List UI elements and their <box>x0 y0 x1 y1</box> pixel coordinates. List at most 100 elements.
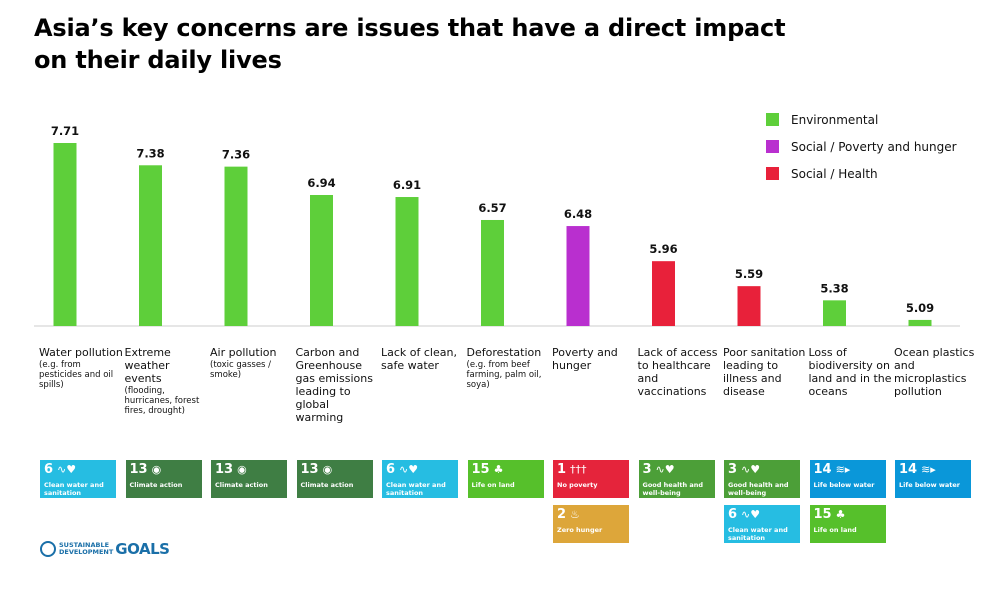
un-globe-icon <box>40 541 56 557</box>
water-drop-icon: ∿♥ <box>741 508 761 521</box>
data-label: 7.36 <box>222 148 250 162</box>
bar <box>395 197 419 326</box>
legend-swatch-environmental <box>766 113 779 126</box>
bowl-icon: ♨ <box>570 508 580 521</box>
family-icon: ††† <box>570 463 587 476</box>
sdg-goal-label: Clean water and sanitation <box>728 526 788 542</box>
sdg-goal-label: Good health and well-being <box>728 481 789 497</box>
data-label: 5.59 <box>735 267 763 281</box>
category-label-main: Deforestation <box>466 346 542 359</box>
sdg-goal-badge: 6 ∿♥ Clean water and sanitation <box>40 460 116 498</box>
heartbeat-icon: ∿♥ <box>655 463 675 476</box>
data-label: 5.09 <box>906 301 934 315</box>
sdg-logo-line2: DEVELOPMENT <box>59 548 114 556</box>
legend-item-health: Social / Health <box>766 160 957 187</box>
category-label: Extreme weather events (flooding, hurrica… <box>125 346 209 416</box>
sdg-goal-number: 15 <box>813 507 832 522</box>
bar <box>53 143 77 326</box>
bar <box>310 194 333 326</box>
sdg-goal-number: 13 <box>129 462 148 477</box>
data-label: 6.94 <box>307 176 335 190</box>
sdg-goal-badge: 1 ††† No poverty <box>553 460 629 498</box>
category-label: Loss of biodiversity on land and in the … <box>809 346 893 398</box>
tree-bird-icon: ♣ <box>493 463 504 476</box>
bar <box>224 166 248 326</box>
eye-globe-icon: ◉ <box>237 463 247 476</box>
sdg-goal-number: 2 <box>557 507 567 522</box>
chart-title: Asia’s key concerns are issues that have… <box>34 14 786 74</box>
category-label-main: Poverty and hunger <box>552 346 618 372</box>
sdg-goal-badge: 14 ≋▸ Life below water <box>895 460 971 498</box>
sdg-logo-small-text: SUSTAINABLE DEVELOPMENT <box>59 542 113 556</box>
tree-bird-icon: ♣ <box>835 508 846 521</box>
sdg-goal-label: Zero hunger <box>557 526 603 534</box>
sdg-goal-label: Life below water <box>813 481 875 489</box>
category-label: Ocean plastics and microplastics polluti… <box>894 346 978 398</box>
category-label-sub: (flooding, hurricanes, forest fires, dro… <box>124 386 200 416</box>
eye-globe-icon: ◉ <box>322 463 333 476</box>
sdg-goal-number: 13 <box>215 462 234 477</box>
category-label: Lack of access to healthcare and vaccina… <box>638 346 722 398</box>
legend-item-poverty-hunger: Social / Poverty and hunger <box>766 133 957 160</box>
legend-label-health: Social / Health <box>791 166 878 181</box>
sdg-goal-badge: 14 ≋▸ Life below water <box>809 460 886 498</box>
sdg-goal-badge: 15 ♣ Life on land <box>467 460 544 498</box>
eye-globe-icon: ◉ <box>151 463 162 476</box>
bar <box>823 300 846 326</box>
category-label-main: Carbon and Greenhouse gas emissions lead… <box>295 346 373 424</box>
bar <box>652 261 675 326</box>
bar <box>139 165 162 326</box>
category-label: Deforestation (e.g. from beef farming, pa… <box>467 346 551 390</box>
category-label-main: Extreme weather events <box>124 346 171 385</box>
sdg-goal-label: Climate action <box>300 481 354 489</box>
fish-icon: ≋▸ <box>921 463 936 476</box>
sdg-goal-badge: 13 ◉ Climate action <box>211 460 287 498</box>
bar <box>481 219 504 326</box>
sdg-goal-badge: 13 ◉ Climate action <box>125 460 202 498</box>
category-label-main: Lack of access to healthcare and vaccina… <box>637 346 718 398</box>
sdg-logo-line1: SUSTAINABLE <box>59 541 110 549</box>
data-label: 6.48 <box>564 207 592 221</box>
sdg-goal-label: No poverty <box>557 481 598 489</box>
sdg-goal-label: Climate action <box>215 481 268 489</box>
sdg-goal-number: 14 <box>899 462 918 477</box>
sdg-goal-number: 1 <box>557 462 567 477</box>
sdg-goal-label: Life on land <box>471 481 515 489</box>
water-drop-icon: ∿♥ <box>57 463 77 476</box>
data-label: 6.57 <box>478 201 506 215</box>
category-label-main: Loss of biodiversity on land and in the … <box>808 346 892 398</box>
water-drop-icon: ∿♥ <box>399 463 419 476</box>
legend-label-environmental: Environmental <box>791 112 879 127</box>
sdg-logo: SUSTAINABLE DEVELOPMENT GOALS <box>40 540 170 558</box>
sdg-goal-badge: 6 ∿♥ Clean water and sanitation <box>724 505 800 543</box>
heartbeat-icon: ∿♥ <box>741 463 761 476</box>
category-label: Water pollution (e.g. from pesticides and… <box>39 346 123 390</box>
category-label-main: Water pollution <box>39 346 123 359</box>
fish-icon: ≋▸ <box>835 463 851 476</box>
data-label: 7.38 <box>136 146 164 160</box>
category-label: Poor sanitation leading to illness and d… <box>723 346 807 398</box>
sdg-goal-badge: 6 ∿♥ Clean water and sanitation <box>382 460 458 498</box>
sdg-goal-label: Life on land <box>813 526 857 534</box>
category-label-sub: (toxic gasses / smoke) <box>210 360 272 380</box>
sdg-goal-number: 6 <box>44 462 54 477</box>
sdg-goal-label: Climate action <box>129 481 183 489</box>
sdg-goal-number: 14 <box>813 462 832 477</box>
category-label: Poverty and hunger <box>552 346 636 372</box>
legend-item-environmental: Environmental <box>766 106 957 133</box>
chart-legend: Environmental Social / Poverty and hunge… <box>766 106 957 187</box>
sdg-goal-label: Good health and well-being <box>642 481 704 497</box>
data-label: 5.38 <box>820 281 848 295</box>
bar <box>908 319 932 326</box>
sdg-goal-number: 6 <box>728 507 738 522</box>
sdg-goal-number: 6 <box>386 462 396 477</box>
category-label-sub: (e.g. from pesticides and oil spills) <box>39 360 114 390</box>
sdg-goal-label: Clean water and sanitation <box>386 481 446 497</box>
sdg-goal-number: 3 <box>642 462 652 477</box>
category-label: Carbon and Greenhouse gas emissions lead… <box>296 346 380 424</box>
bar <box>737 286 761 326</box>
data-label: 5.96 <box>649 242 677 256</box>
legend-label-poverty-hunger: Social / Poverty and hunger <box>791 139 957 154</box>
sdg-goal-number: 13 <box>300 462 319 477</box>
category-label: Lack of clean, safe water <box>381 346 465 372</box>
